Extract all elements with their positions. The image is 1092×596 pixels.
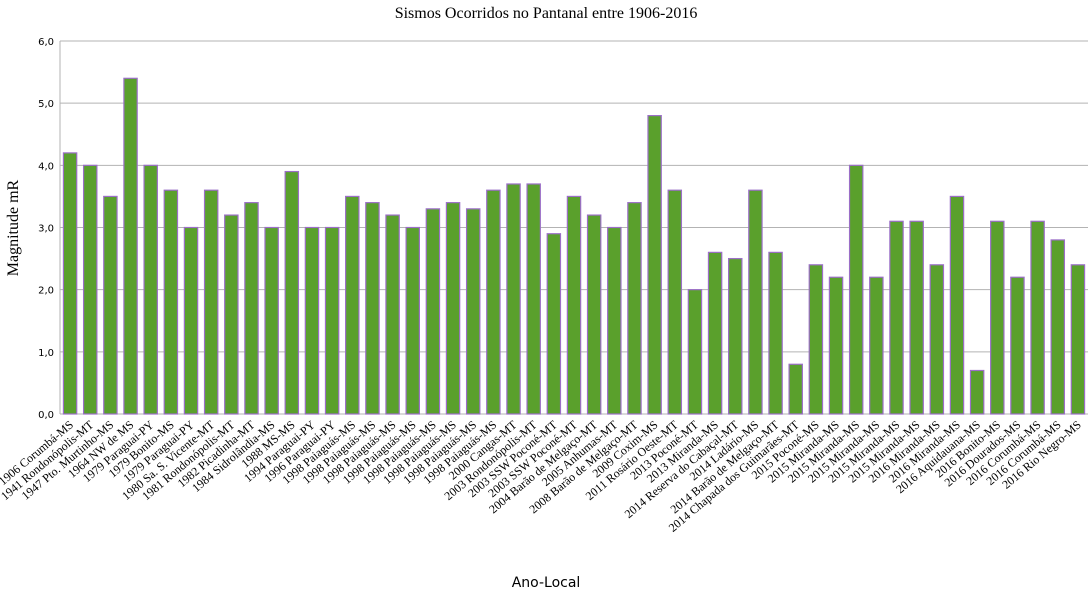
bar: [1010, 276, 1025, 415]
bar: [1070, 264, 1086, 415]
bar: [566, 195, 582, 415]
bar: [264, 226, 279, 415]
bar: [828, 276, 844, 415]
bar: [586, 214, 602, 415]
x-axis-label: Ano-Local: [512, 575, 581, 591]
bar: [405, 226, 420, 415]
bar: [848, 164, 864, 415]
bar: [627, 202, 642, 415]
y-tick-label: 1,0: [38, 348, 54, 359]
bar: [909, 220, 924, 415]
bar: [82, 164, 98, 415]
bar: [445, 202, 461, 415]
bar: [304, 226, 320, 415]
bar: [143, 164, 158, 415]
y-axis-label: Magnitude mR: [5, 179, 22, 276]
bar: [486, 189, 501, 415]
bar: [748, 189, 763, 415]
bar: [788, 363, 803, 415]
bar: [224, 214, 239, 415]
bar: [62, 152, 78, 415]
bar: [123, 77, 138, 415]
bar: [1050, 239, 1066, 415]
bar: [889, 220, 904, 415]
bar: [728, 257, 743, 415]
y-tick-label: 0,0: [38, 410, 54, 421]
bar: [465, 208, 481, 415]
bar: [707, 251, 723, 415]
y-tick-label: 5,0: [38, 99, 54, 110]
y-tick-label: 6,0: [38, 37, 54, 48]
bar: [869, 276, 884, 415]
bar: [203, 189, 219, 415]
bar: [929, 264, 945, 415]
bar: [506, 183, 521, 415]
bar: [607, 226, 622, 415]
bar: [345, 195, 360, 415]
bar: [1030, 220, 1045, 415]
chart-title: Sismos Ocorridos no Pantanal entre 1906-…: [395, 5, 698, 22]
bar: [284, 170, 300, 415]
bar: [647, 114, 662, 415]
bar: [949, 195, 965, 415]
bar: [163, 189, 179, 415]
y-tick-label: 2,0: [38, 286, 54, 297]
bar: [546, 233, 562, 415]
bar: [667, 189, 683, 415]
bar: [183, 226, 199, 415]
bar: [425, 208, 441, 415]
bar: [990, 220, 1005, 415]
bar: [103, 195, 118, 415]
bar: [324, 226, 340, 415]
bar: [808, 264, 824, 415]
bar: [365, 202, 380, 415]
bar: [969, 369, 985, 415]
bar: [768, 251, 783, 415]
y-tick-label: 3,0: [38, 224, 54, 235]
bar: [526, 183, 541, 415]
bar: [687, 289, 703, 415]
bar: [385, 214, 400, 415]
bar: [244, 202, 259, 415]
y-tick-label: 4,0: [38, 161, 54, 172]
